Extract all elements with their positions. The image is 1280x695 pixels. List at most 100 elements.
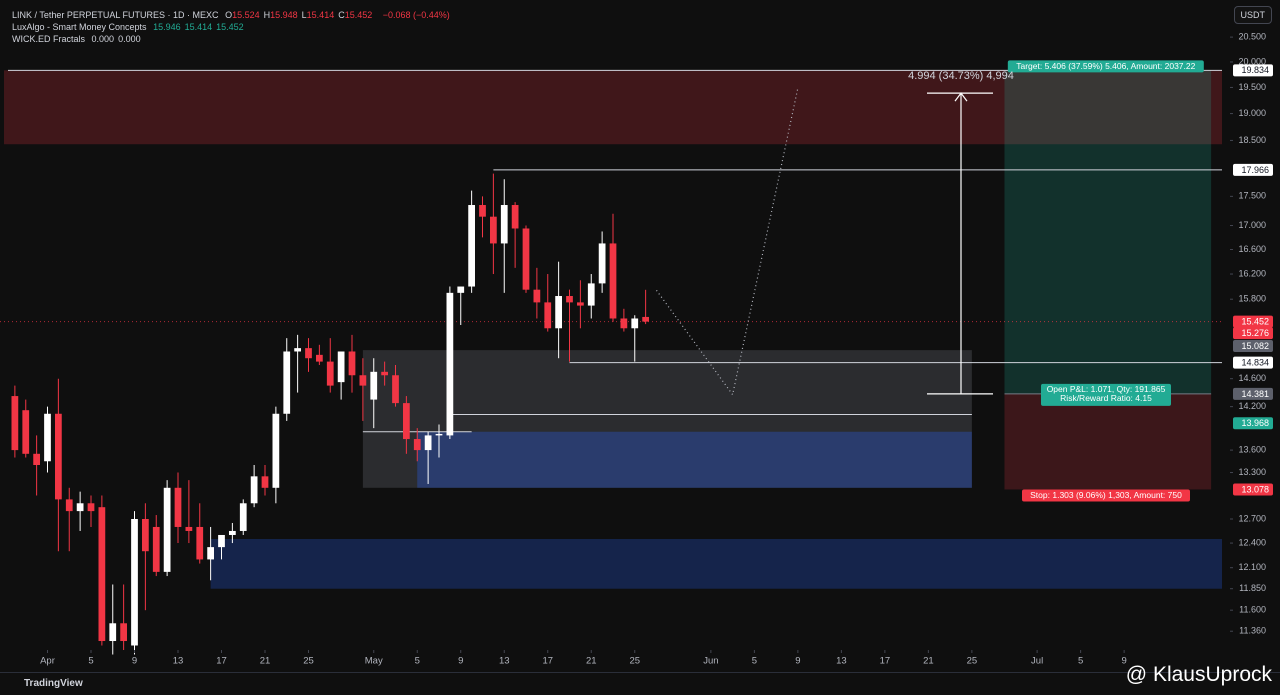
candle-body [555,296,562,329]
candle-body [500,205,508,244]
price-tag-label: 15.452 [1241,316,1269,326]
x-tick-label: Apr [40,656,55,667]
candle-body [305,348,312,359]
candle-body [33,453,40,466]
pnl-label: Open P&L: 1.071, Qty: 191.865 [1047,384,1166,394]
zone [4,70,1222,145]
candle-body [359,375,367,386]
candle-body [544,302,552,329]
price-tag [1233,315,1273,328]
y-tick-label: 20.500 [1238,31,1266,41]
legend-header: LINK / Tether PERPETUAL FUTURES · 1D · M… [12,9,454,45]
candle-body [163,487,171,572]
candle-body [196,526,204,560]
y-tick-label: 14.200 [1238,401,1266,411]
chart: Target: 5.406 (37.59%) 5.406, Amount: 20… [0,31,1273,667]
y-tick-label: 16.200 [1238,268,1266,278]
currency-button[interactable]: USDT [1233,6,1272,24]
measure-arrow [954,92,968,102]
indicator-row: LuxAlgo - Smart Money Concepts 15.946 15.… [12,21,454,33]
stop-area [1004,393,1212,490]
candle-body [152,526,160,572]
y-tick-label: 17.500 [1238,191,1266,201]
candle-body [435,433,443,436]
candle-body [55,413,62,500]
y-tick-label: 16.600 [1238,244,1266,254]
indicator-value: 15.452 [216,22,244,32]
price-tag [1233,483,1273,496]
y-tick-label: 11.850 [1239,583,1266,593]
price-tag-label: 14.381 [1241,389,1269,399]
candle-body [261,476,269,488]
candle-body [250,476,258,504]
candle-body [337,351,345,383]
ohlc-value: 15.414 [306,10,335,20]
candle-body [631,318,639,329]
ohlc-label: L [301,10,307,20]
y-tick-label: 17.000 [1238,220,1266,230]
candle-body [76,503,84,512]
candle-body [522,228,530,290]
x-tick-label: 25 [303,656,314,667]
candle-body [381,371,388,376]
ohlc-label: C [338,10,345,20]
candle-body [642,316,649,322]
candle-body [348,351,356,376]
indicator-value: 0.000 [118,34,141,44]
measure-label: 4.994 (34.73%) 4,994 [908,70,1014,82]
price-tag-label: 17.966 [1241,165,1269,175]
x-tick-label: 5 [752,656,757,667]
indicator-value: 15.946 [153,22,181,32]
candle-body [326,361,334,386]
indicator-name: LuxAlgo - Smart Money Concepts [12,22,147,32]
x-tick-label: 21 [923,656,934,667]
candle-body [457,286,465,293]
candle-body [424,435,432,451]
target-area [1004,70,1212,394]
x-tick-label: 17 [216,656,227,667]
price-tag [1233,163,1273,176]
ohlc-label: H [263,10,271,20]
candle-body [446,292,454,436]
price-tag-label: 19.834 [1241,65,1269,75]
zone [210,539,1222,589]
price-tag [1233,340,1273,353]
x-tick-label: Jun [703,656,718,667]
price-tag-label: 13.968 [1241,418,1269,428]
zone [417,431,972,488]
candle-body [533,289,541,303]
y-tick-label: 13.600 [1238,444,1266,454]
brand[interactable]: TradingView [24,678,83,689]
candle-body [22,410,30,454]
x-tick-label: 13 [499,656,510,667]
candle-body [87,503,95,512]
candle-body [65,499,73,512]
candle-body [98,507,106,642]
x-tick-label: 5 [88,656,93,667]
y-tick-label: 11.600 [1239,605,1266,615]
price-tag [1233,64,1273,77]
x-tick-label: 17 [880,656,891,667]
indicator-value: 15.414 [184,22,213,32]
candle-body [587,283,595,306]
x-tick-label: 9 [458,656,463,667]
ohlc-value: 15.452 [344,10,373,20]
candle-body [370,371,378,400]
x-tick-label: 21 [260,656,271,667]
change: −0.068 (−0.44%) [382,10,450,20]
candle-body [44,413,51,462]
y-tick-label: 19.500 [1238,82,1266,92]
y-tick-label: 12.400 [1238,537,1266,547]
candle-body [120,623,127,642]
x-tick-label: 9 [132,656,137,667]
x-tick-label: 21 [586,656,597,667]
candle-body [403,403,410,440]
x-tick-label: 17 [542,656,553,667]
y-tick-label: 14.600 [1238,373,1266,383]
candle-body [283,351,291,414]
candle-body [392,375,399,404]
y-tick-label: 19.000 [1238,108,1266,118]
rr-label: Risk/Reward Ratio: 4.15 [1060,393,1152,403]
ohlc: O15.524 H15.948 L15.414 C15.452 [225,10,376,20]
